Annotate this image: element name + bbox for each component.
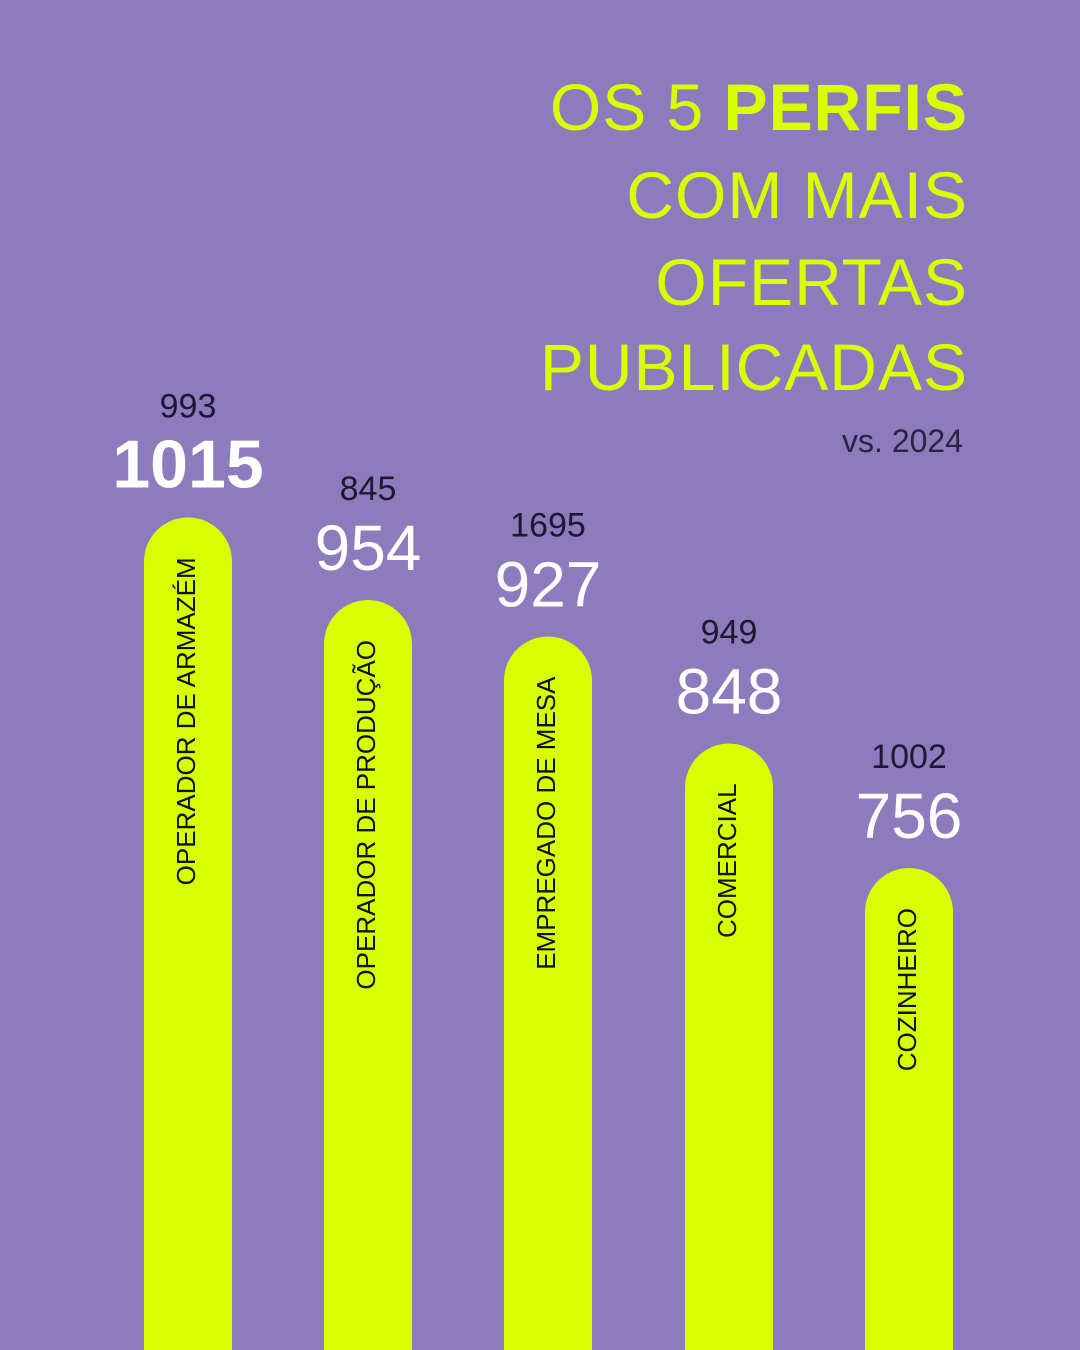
bar bbox=[504, 636, 592, 1350]
value-label: 927 bbox=[495, 549, 602, 621]
value-label: 756 bbox=[856, 780, 963, 852]
comparison-label: 1002 bbox=[871, 738, 947, 776]
value-label: 1015 bbox=[112, 426, 263, 502]
chart-title-line: PUBLICADAS bbox=[540, 330, 968, 404]
comparison-label: 993 bbox=[160, 387, 217, 425]
bar bbox=[324, 599, 412, 1350]
category-label: COZINHEIRO bbox=[892, 908, 922, 1071]
title-part: OS 5 bbox=[550, 70, 704, 144]
chart-title-line: OS 5 PERFIS bbox=[550, 70, 968, 144]
value-label: 954 bbox=[315, 512, 422, 584]
chart-subtitle: vs. 2024 bbox=[842, 423, 963, 459]
value-label: 848 bbox=[676, 655, 783, 727]
comparison-label: 845 bbox=[340, 470, 397, 508]
bar bbox=[685, 743, 773, 1350]
comparison-label: 1695 bbox=[510, 507, 586, 545]
chart-title-line: COM MAIS bbox=[626, 158, 968, 232]
category-label: COMERCIAL bbox=[712, 783, 742, 938]
chart-title-line: OFERTAS bbox=[655, 245, 968, 319]
bar bbox=[144, 517, 232, 1350]
category-label: OPERADOR DE PRODUÇÃO bbox=[351, 640, 381, 990]
category-label: OPERADOR DE ARMAZÉM bbox=[171, 557, 201, 885]
category-label: EMPREGADO DE MESA bbox=[531, 676, 561, 970]
bar bbox=[865, 868, 953, 1350]
comparison-label: 949 bbox=[701, 613, 758, 651]
title-part-bold: PERFIS bbox=[724, 70, 968, 144]
